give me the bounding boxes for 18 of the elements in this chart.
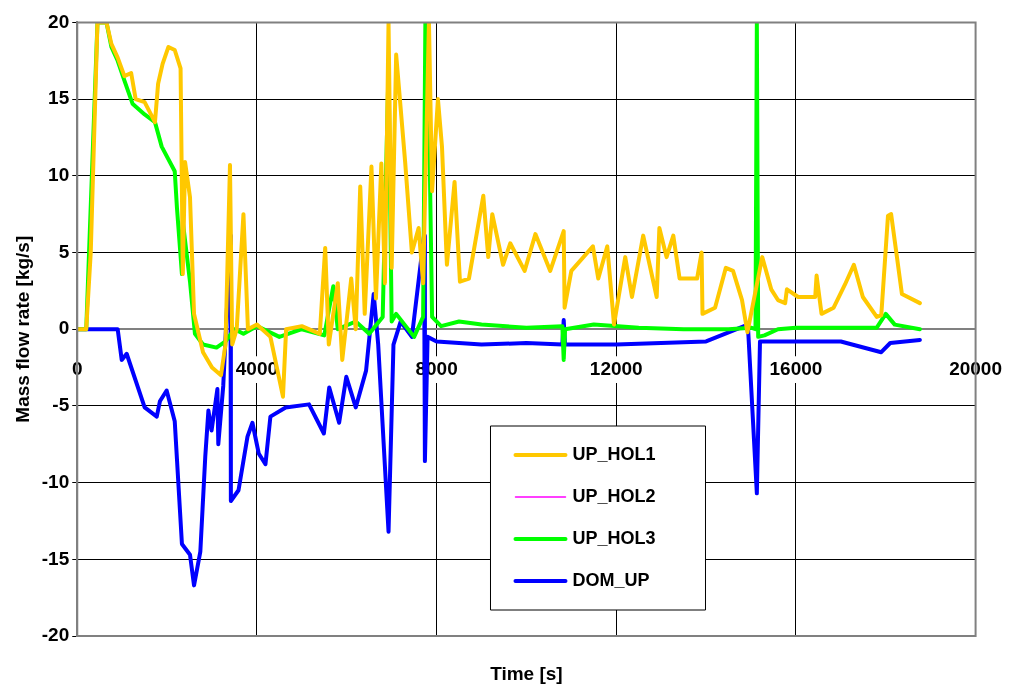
y-tick-label: 15	[48, 87, 70, 109]
y-tick-label: -20	[41, 624, 70, 646]
legend-label: UP_HOL3	[572, 527, 656, 548]
x-axis-title: Time [s]	[490, 663, 563, 685]
y-tick-label: -5	[52, 394, 70, 416]
x-tick-label: 16000	[769, 357, 823, 379]
y-tick-label: 20	[48, 10, 70, 32]
legend-label: DOM_UP	[572, 569, 650, 590]
y-axis-title: Mass flow rate [kg/s]	[11, 235, 33, 423]
legend-label: UP_HOL1	[572, 443, 656, 464]
y-tick-label: -15	[41, 547, 70, 569]
y-tick-label: -10	[41, 470, 70, 492]
legend-label: UP_HOL2	[572, 485, 656, 506]
y-tick-label: 10	[48, 164, 70, 186]
x-tick-label: 20000	[949, 357, 1002, 379]
x-tick-label: 12000	[589, 357, 643, 379]
y-tick-label: 0	[58, 317, 70, 339]
y-tick-label: 5	[58, 240, 70, 262]
